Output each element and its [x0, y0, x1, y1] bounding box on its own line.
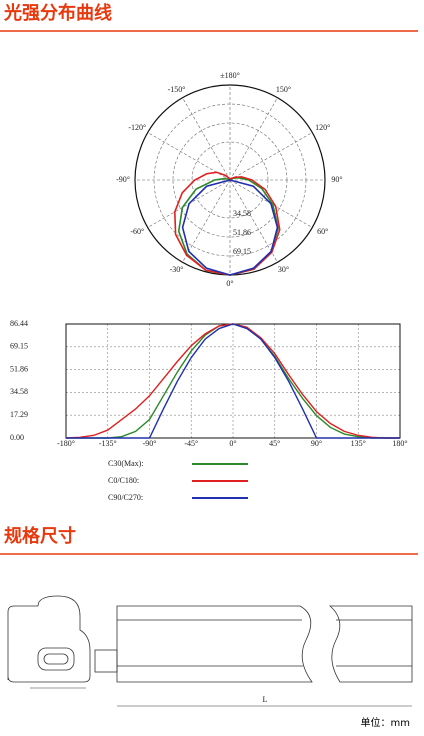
legend-label: C30(Max):	[108, 459, 144, 468]
theta-tick-label: -30°	[170, 265, 184, 274]
x-tick-label: -135°	[99, 439, 117, 448]
theta-tick-label: -60°	[130, 227, 144, 236]
y-tick-label: 17.29	[10, 410, 28, 419]
theta-tick-label: -90°	[116, 175, 130, 184]
section-title: 光强分布曲线	[3, 2, 112, 24]
dimension-label: L	[263, 695, 268, 704]
polar-ring	[191, 141, 269, 219]
theta-tick-label: 120°	[315, 123, 330, 132]
y-tick-label: 34.58	[10, 387, 28, 396]
y-tick-label: 51.86	[10, 364, 28, 373]
theta-tick-label: 0°	[226, 279, 233, 288]
x-tick-label: -180°	[57, 439, 75, 448]
dimension-drawing	[7, 595, 413, 707]
theta-tick-label: 90°	[331, 175, 342, 184]
r-tick-label: 69.15	[233, 247, 251, 256]
legend-label: C0/C180:	[108, 476, 139, 485]
theta-tick-label: 150°	[276, 85, 291, 94]
theta-tick-label: -150°	[168, 85, 186, 94]
x-tick-label: -90°	[143, 439, 157, 448]
x-tick-label: 180°	[392, 439, 407, 448]
polar-spoke	[182, 97, 231, 181]
polar-spoke	[229, 179, 278, 263]
legend-label: C90/C270:	[108, 493, 143, 502]
y-tick-label: 86.44	[10, 319, 28, 328]
polar-curve	[181, 179, 279, 276]
line-series	[66, 323, 400, 439]
x-tick-label: 90°	[311, 439, 322, 448]
theta-tick-label: 30°	[278, 265, 289, 274]
r-tick-label: 51.86	[233, 228, 251, 237]
polar-spoke	[182, 179, 231, 263]
x-tick-label: -45°	[184, 439, 198, 448]
y-tick-label: 69.15	[10, 342, 28, 351]
r-tick-label: 34.58	[233, 209, 251, 218]
unit-note: 单位：mm	[361, 716, 410, 729]
polar-spoke	[229, 132, 313, 181]
x-tick-label: 135°	[351, 439, 366, 448]
theta-tick-label: ±180°	[220, 71, 240, 80]
x-tick-label: 45°	[269, 439, 280, 448]
x-tick-label: 0°	[229, 439, 236, 448]
polar-spoke	[229, 97, 278, 181]
theta-tick-label: 60°	[317, 227, 328, 236]
section-title: 规格尺寸	[4, 525, 76, 547]
polar-curve	[173, 171, 281, 276]
theta-tick-label: -120°	[128, 123, 146, 132]
y-tick-label: 0.00	[10, 433, 24, 442]
